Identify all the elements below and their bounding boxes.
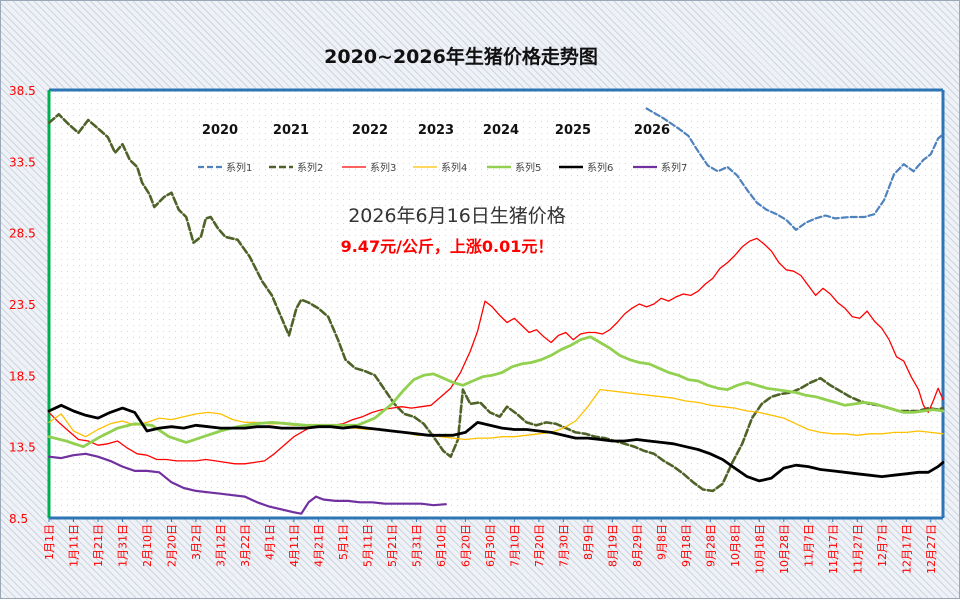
x-tick-label: 2月20日 [165,524,178,567]
x-tick-label: 10月8日 [729,524,742,567]
x-tick-label: 1月1日 [43,524,56,560]
x-tick-label: 9月8日 [655,524,668,560]
x-tick-label: 11月27日 [851,524,864,574]
x-tick-label: 12月27日 [925,524,938,574]
x-tick-label: 12月17日 [900,524,913,574]
x-tick-label: 5月21日 [386,524,399,567]
x-tick-label: 1月21日 [92,524,105,567]
y-tick-label: 23.5 [9,298,36,312]
x-tick-label: 6月20日 [459,524,472,567]
series-line-3 [48,237,944,465]
plot-area [47,88,945,520]
series-line-2 [47,113,945,493]
x-tick-label: 5月1日 [337,524,350,560]
year-label: 2024 [483,123,519,138]
legend: 系列1 系列2 系列3 系列4 系列5 系列6 系列7 [198,161,687,174]
year-label: 2022 [352,123,388,138]
x-tick-label: 8月29日 [631,524,644,567]
y-tick-label: 38.5 [9,84,36,98]
series-line-6 [47,403,945,483]
x-tick-label: 11月7日 [802,524,815,567]
chart-title: 2020~2026年生猪价格走势图 [324,45,598,68]
legend-label: 系列2 [297,161,323,174]
x-ticks: 1月1日 1月11日 1月21日 1月31日 2月10日 2月20日 3月2日 3月12日 3月… [43,518,938,574]
x-tick-label: 11月17日 [827,524,840,574]
year-label: 2021 [273,123,309,138]
x-tick-label: 4月21日 [312,524,325,567]
x-tick-label: 7月20日 [533,524,546,567]
x-tick-label: 5月31日 [410,524,423,567]
series-layer [47,107,945,515]
annotation-detail: 9.47元/公斤，上涨0.01元！ [341,237,554,256]
x-tick-label: 1月11日 [67,524,80,567]
x-tick-label: 1月31日 [116,524,129,567]
y-ticks: 8.5 13.5 18.5 23.5 28.5 33.5 38.5 [9,84,36,526]
series-line-5 [47,335,945,449]
x-tick-label: 7月10日 [508,524,521,567]
x-tick-label: 6月10日 [435,524,448,567]
y-tick-label: 13.5 [9,441,36,455]
x-tick-label: 3月22日 [239,524,252,567]
x-tick-label: 4月11日 [288,524,301,567]
year-labels: 2020 2021 2022 2023 2024 2025 2026 [202,123,670,138]
legend-label: 系列5 [515,161,541,174]
series-line-7 [47,452,447,515]
annotation-headline: 2026年6月16日生猪价格 [348,205,566,227]
x-tick-label: 9月28日 [704,524,717,567]
x-tick-label: 5月11日 [361,524,374,567]
series-line-1 [645,107,945,231]
year-label: 2026 [634,123,670,138]
x-tick-label: 10月28日 [778,524,791,574]
x-tick-label: 7月30日 [557,524,570,567]
y-tick-label: 33.5 [9,155,36,169]
x-tick-label: 4月1日 [263,524,276,560]
x-tick-label: 9月18日 [680,524,693,567]
legend-label: 系列6 [587,161,613,174]
series-line-4 [48,388,944,441]
x-tick-label: 6月30日 [484,524,497,567]
legend-label: 系列4 [441,161,467,174]
x-tick-label: 8月9日 [582,524,595,560]
y-tick-label: 28.5 [9,227,36,241]
x-tick-label: 8月19日 [606,524,619,567]
x-tick-label: 3月12日 [214,524,227,567]
legend-label: 系列3 [370,161,396,174]
x-tick-label: 10月18日 [753,524,766,574]
plot-pattern [49,90,943,518]
legend-label: 系列1 [226,161,252,174]
y-tick-label: 18.5 [9,369,36,383]
legend-label: 系列7 [661,161,687,174]
year-label: 2025 [555,123,591,138]
x-tick-label: 3月2日 [190,524,203,560]
year-label: 2023 [418,123,454,138]
x-tick-label: 12月7日 [876,524,889,567]
y-tick-label: 8.5 [9,512,28,526]
x-tick-label: 2月10日 [141,524,154,567]
year-label: 2020 [202,123,238,138]
